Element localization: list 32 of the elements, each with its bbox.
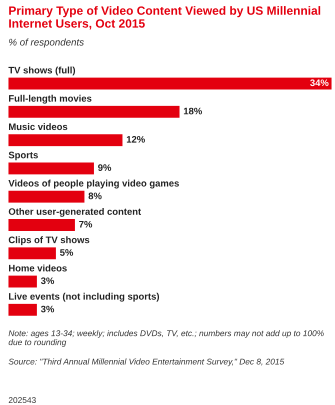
bar [8,106,180,118]
bar [8,304,37,316]
y-tick-label: Sports [8,152,38,160]
data-label: 8% [88,192,102,200]
y-tick-label: Other user-generated content [8,208,142,217]
bar [8,78,332,90]
data-label: 18% [184,108,202,114]
y-tick-label: Live events (not including sports) [9,292,160,302]
bar [8,162,94,174]
data-label: 5% [60,249,74,256]
data-label: 9% [98,164,112,171]
bar [8,247,56,260]
bar [8,134,122,146]
data-label: 34% [310,79,329,86]
bar [8,190,84,203]
data-label: 12% [126,136,145,143]
y-tick-label: Music videos [9,123,68,130]
data-label: 3% [40,277,54,284]
data-label: 7% [79,220,92,228]
y-tick-label: Videos of people playing video games [8,180,179,189]
chart-title: Primary Type of Video Content Viewed by US Millennial Internet Users, Oct 2015 [9,6,320,30]
chart-subtitle: % of respondents [9,38,84,48]
y-tick-label: Home videos [9,264,67,272]
y-tick-label: Full-length movies [9,94,92,104]
text: Note: ages 13-34; weekly; includes DVDs, TV, etc.; numbers may not add up to 100% due to rounding [8,330,324,347]
y-tick-label: TV shows (full) [8,66,76,76]
data-label: 3% [40,306,54,312]
text: 202543 [8,397,36,404]
source-note: Source: "Third Annual Millennial Video Entertainment Survey," Dec 8, 2015 [8,358,284,366]
y-tick-label: Clips of TV shows [8,236,90,246]
bar [8,276,37,288]
bar [8,219,75,231]
